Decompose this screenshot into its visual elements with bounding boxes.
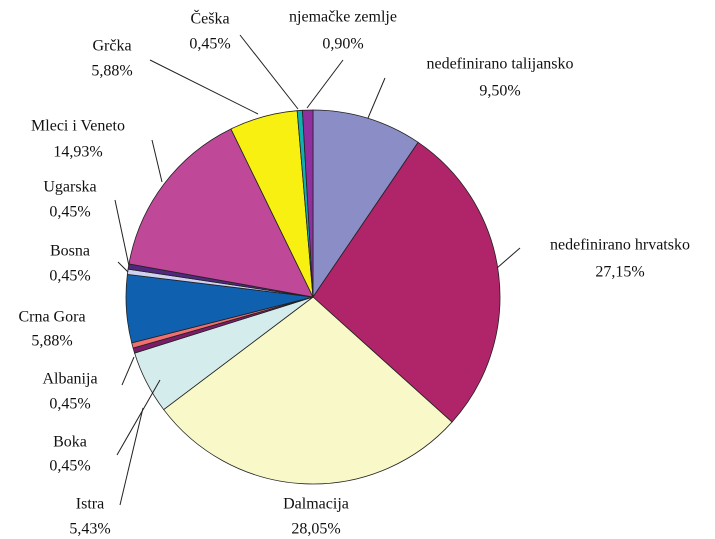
slice-value-label: 0,90% bbox=[322, 36, 363, 53]
slice-label: Crna Gora bbox=[18, 309, 85, 326]
leader-line bbox=[151, 139, 163, 183]
leader-line bbox=[149, 59, 259, 115]
leader-line bbox=[119, 407, 144, 506]
slice-value-label: 28,05% bbox=[291, 521, 340, 538]
slice-value-label: 5,88% bbox=[31, 333, 72, 350]
leader-line bbox=[117, 261, 129, 273]
slice-value-label: 0,45% bbox=[49, 458, 90, 475]
pie-slice bbox=[163, 296, 453, 485]
slice-value-label: 14,93% bbox=[53, 144, 102, 161]
pie-slice bbox=[128, 128, 314, 298]
slice-value-label: 0,45% bbox=[49, 396, 90, 413]
slice-value-label: 27,15% bbox=[595, 264, 644, 281]
slice-value-label: 9,50% bbox=[479, 83, 520, 100]
slice-value-label: 0,45% bbox=[49, 204, 90, 221]
slice-label: Mleci i Veneto bbox=[31, 118, 125, 135]
slice-label: Istra bbox=[76, 496, 104, 513]
slice-label: Grčka bbox=[92, 38, 131, 55]
slice-label: Češka bbox=[190, 9, 229, 28]
leader-line bbox=[116, 379, 161, 456]
slice-label: Boka bbox=[53, 434, 87, 451]
leader-line bbox=[121, 356, 135, 386]
slice-label: Albanija bbox=[42, 371, 97, 388]
leader-line bbox=[367, 77, 386, 119]
pie-slice bbox=[312, 141, 501, 423]
leader-line bbox=[239, 34, 299, 110]
slice-value-label: 0,45% bbox=[189, 36, 230, 53]
slice-label: nedefinirano hrvatsko bbox=[550, 237, 690, 254]
slice-label: Bosna bbox=[50, 243, 90, 260]
leader-line bbox=[306, 59, 344, 109]
leader-line bbox=[496, 247, 521, 269]
slice-label: Dalmacija bbox=[283, 496, 349, 513]
slice-label: Ugarska bbox=[43, 179, 96, 196]
slice-value-label: 5,43% bbox=[69, 521, 110, 538]
pie-slice bbox=[312, 109, 419, 299]
pie-slice bbox=[302, 109, 314, 298]
slice-value-label: 5,88% bbox=[91, 63, 132, 80]
leader-line bbox=[114, 199, 130, 267]
slice-label: njemačke zemlje bbox=[289, 9, 397, 26]
slice-label: nedefinirano talijansko bbox=[426, 56, 573, 73]
slice-value-label: 0,45% bbox=[49, 268, 90, 285]
